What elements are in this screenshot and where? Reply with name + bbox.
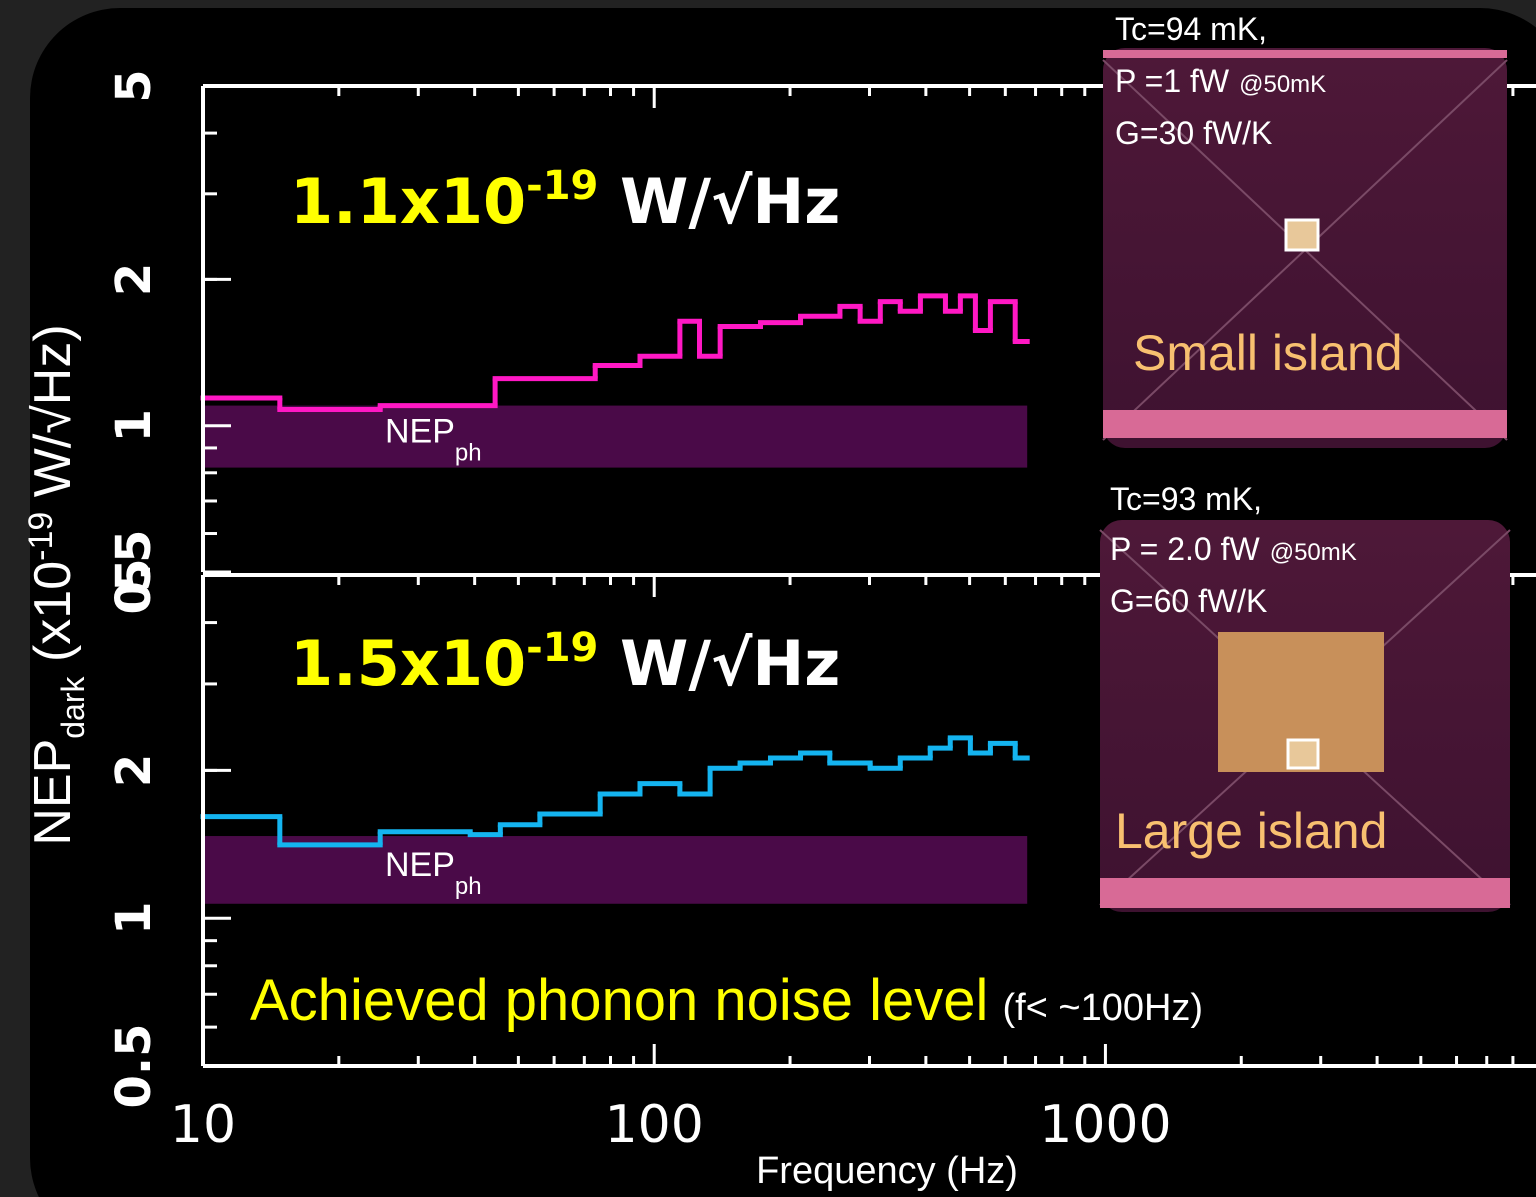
inset-conductance: G=30 fW/K: [1115, 115, 1272, 151]
inset-power-value: P =1 fW: [1115, 63, 1230, 99]
inset-tc: Tc=93 mK,: [1110, 481, 1262, 517]
caption-note: (f< ~100Hz): [1002, 987, 1203, 1029]
annotation-mantissa: 1.1x10: [290, 165, 526, 238]
y-tick-label: 2: [106, 263, 162, 296]
annotation-exponent: -19: [526, 163, 598, 209]
slide: NEPph1.1x10-19 W/√Hz0.5125NEPph1.5x10-19…: [0, 0, 1536, 1197]
inset-conductance: G=60 fW/K: [1110, 583, 1267, 619]
y-label-rest: (x10: [24, 561, 82, 677]
y-tick-label: 5: [106, 69, 162, 102]
nep-ph-main: NEP: [385, 846, 455, 884]
annotation-unit: W/√Hz: [598, 627, 840, 700]
y-tick-label: 5: [106, 558, 162, 591]
inset-power-value: P = 2.0 fW: [1110, 531, 1261, 567]
inset-label: Small island: [1133, 325, 1403, 381]
photo-bar: [1103, 410, 1507, 438]
caption-main: Achieved phonon noise level: [250, 968, 988, 1033]
inset-large: Tc=93 mK, P = 2.0 fW @50mK G=60 fW/K Larg…: [1100, 481, 1510, 912]
inset-label: Large island: [1115, 803, 1387, 859]
y-tick-label: 1: [106, 901, 162, 934]
inset-condition: @50mK: [1270, 539, 1357, 566]
y-axis-label: NEPdark (x10-19 W/√Hz): [22, 324, 91, 845]
nep-ph-sub: ph: [455, 873, 482, 900]
photo-bar: [1103, 50, 1507, 58]
page: NEPph1.1x10-19 W/√Hz0.5125NEPph1.5x10-19…: [0, 0, 1536, 1197]
y-label-sub: dark: [55, 675, 91, 738]
y-label-exp: -19: [22, 512, 60, 561]
photo-bar: [1100, 878, 1510, 908]
inset-tc: Tc=94 mK,: [1115, 11, 1267, 47]
y-label-main: NEP: [24, 739, 82, 846]
y-tick-label: 0.5: [106, 1023, 162, 1108]
annotation-exponent: -19: [526, 625, 598, 671]
photo-island: [1286, 220, 1318, 250]
annotation-unit: W/√Hz: [598, 165, 840, 238]
x-axis-label: Frequency (Hz): [756, 1150, 1018, 1192]
photo-island: [1288, 740, 1318, 768]
inset-condition: @50mK: [1239, 71, 1326, 98]
x-tick-label: 10: [170, 1095, 236, 1155]
y-label-unit: W/√Hz): [24, 324, 82, 511]
x-tick-label: 100: [605, 1095, 704, 1155]
y-tick-label: 2: [106, 754, 162, 787]
nep-ph-main: NEP: [385, 413, 455, 451]
nep-ph-band: [203, 406, 1027, 468]
nep-ph-sub: ph: [455, 440, 482, 467]
inset-small: Tc=94 mK, P =1 fW @50mK G=30 fW/K Small i…: [1103, 11, 1507, 448]
annotation-mantissa: 1.5x10: [290, 627, 526, 700]
y-tick-label: 1: [106, 409, 162, 442]
x-tick-label: 1000: [1039, 1095, 1171, 1155]
